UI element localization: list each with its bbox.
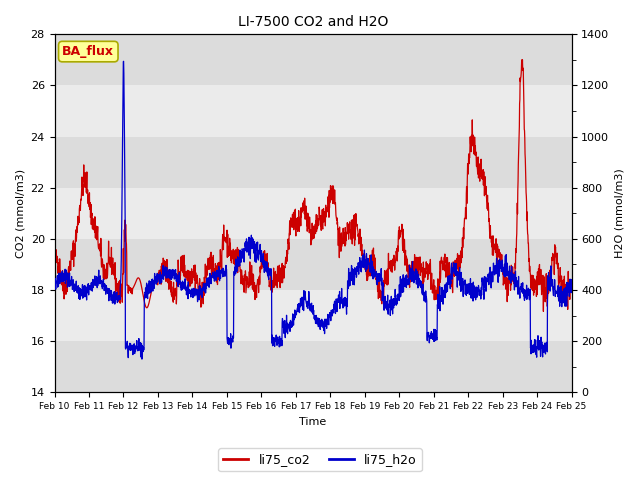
Title: LI-7500 CO2 and H2O: LI-7500 CO2 and H2O	[238, 15, 388, 29]
Bar	[54, 239, 572, 290]
Y-axis label: H2O (mmol/m3): H2O (mmol/m3)	[615, 168, 625, 258]
Y-axis label: CO2 (mmol/m3): CO2 (mmol/m3)	[15, 169, 25, 258]
Bar	[54, 137, 572, 188]
Bar	[54, 188, 572, 239]
Bar	[54, 35, 572, 85]
Bar	[54, 341, 572, 392]
Text: BA_flux: BA_flux	[62, 45, 115, 58]
X-axis label: Time: Time	[300, 417, 326, 427]
Bar	[54, 290, 572, 341]
Bar	[54, 85, 572, 137]
Legend: li75_co2, li75_h2o: li75_co2, li75_h2o	[218, 448, 422, 471]
